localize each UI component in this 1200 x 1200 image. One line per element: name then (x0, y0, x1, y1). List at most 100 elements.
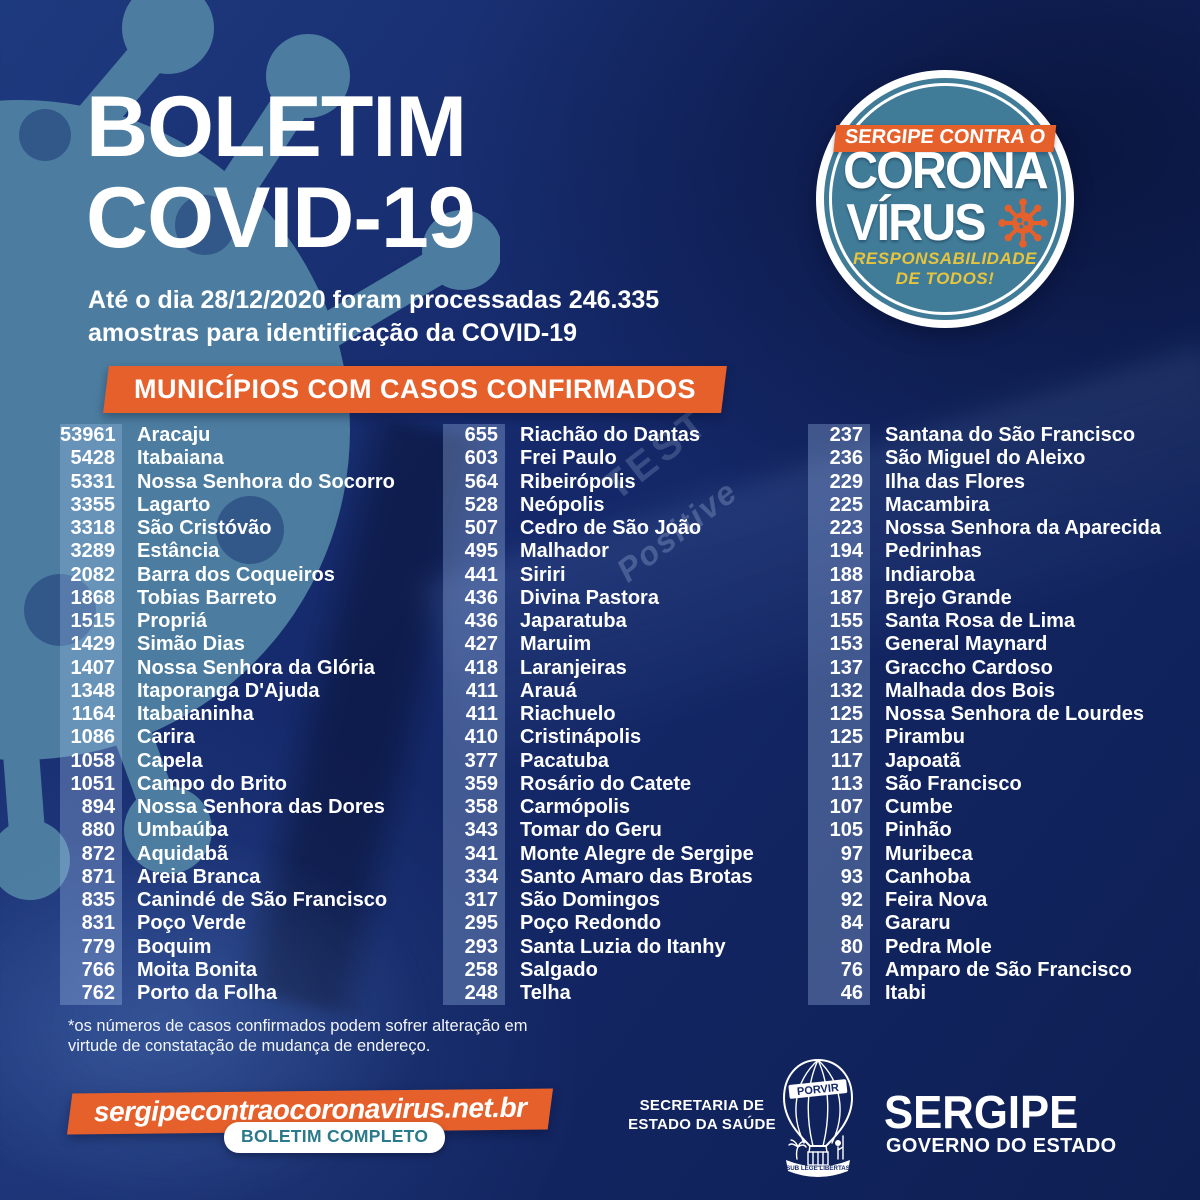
case-count: 880 (60, 819, 122, 843)
table-row: 436 Divina Pastora (443, 586, 754, 610)
footnote-line-1: *os números de casos confirmados podem s… (68, 1017, 528, 1035)
table-row: 117 Japoatã (808, 749, 1161, 773)
municipality-name: São Miguel do Aleixo (885, 447, 1086, 470)
municipality-name: Santana do São Francisco (885, 424, 1136, 447)
case-count: 2082 (60, 563, 122, 587)
table-row: 1086 Carira (60, 726, 395, 750)
case-count: 236 (808, 447, 870, 471)
case-count: 358 (443, 796, 505, 820)
case-count: 655 (443, 424, 505, 448)
case-count: 603 (443, 447, 505, 471)
table-row: 223 Nossa Senhora da Aparecida (808, 517, 1161, 541)
case-count: 835 (60, 889, 122, 913)
case-count: 871 (60, 865, 122, 889)
municipality-name: Santa Luzia do Itanhy (520, 935, 726, 958)
municipality-name: Monte Alegre de Sergipe (520, 842, 754, 865)
municipality-name: Graccho Cardoso (885, 656, 1053, 679)
table-row: 188 Indiaroba (808, 563, 1161, 587)
municipality-name: Brejo Grande (885, 586, 1012, 609)
municipality-name: Nossa Senhora do Socorro (137, 470, 395, 493)
case-count: 125 (808, 703, 870, 727)
badge-slogan-line-2: DE TODOS! (895, 269, 995, 288)
table-row: 153 General Maynard (808, 633, 1161, 657)
municipality-name: Itabaianinha (137, 703, 254, 726)
municipality-name: Aquidabã (137, 842, 229, 865)
case-count: 194 (808, 540, 870, 564)
table-row: 894 Nossa Senhora das Dores (60, 796, 395, 820)
case-count: 5428 (60, 447, 122, 471)
municipality-name: Campo do Brito (137, 772, 287, 795)
table-row: 237 Santana do São Francisco (808, 424, 1161, 448)
municipality-name: Pacatuba (520, 749, 609, 772)
table-row: 871 Areia Branca (60, 865, 395, 889)
case-count: 84 (808, 912, 870, 936)
subtitle-line-2: amostras para identificação da COVID-19 (88, 319, 578, 347)
table-row: 92 Feira Nova (808, 889, 1161, 913)
case-count: 341 (443, 842, 505, 866)
municipality-name: Poço Verde (137, 912, 246, 935)
table-row: 155 Santa Rosa de Lima (808, 610, 1161, 634)
footnote: *os números de casos confirmados podem s… (68, 1017, 527, 1056)
table-row: 93 Canhoba (808, 865, 1161, 889)
municipality-name: Carmópolis (520, 796, 631, 819)
badge-virus-row: VÍRUS (824, 193, 1066, 253)
municipality-name: General Maynard (885, 633, 1048, 656)
case-count: 441 (443, 563, 505, 587)
case-count: 377 (443, 749, 505, 773)
full-bulletin-button[interactable]: BOLETIM COMPLETO (224, 1122, 446, 1153)
municipality-name: Macambira (885, 493, 990, 516)
title-line-1: BOLETIM (86, 79, 467, 175)
table-row: 441 Siriri (443, 563, 754, 587)
municipality-name: Feira Nova (885, 889, 988, 912)
municipality-name: Gararu (885, 912, 951, 935)
municipality-name: Itaporanga D'Ajuda (137, 679, 320, 702)
case-count: 343 (443, 819, 505, 843)
table-row: 1348 Itaporanga D'Ajuda (60, 679, 395, 703)
virus-icon (998, 198, 1048, 248)
municipality-name: Telha (520, 982, 571, 1005)
municipality-name: Nossa Senhora das Dores (137, 796, 385, 819)
case-count: 76 (808, 958, 870, 982)
table-row: 137 Graccho Cardoso (808, 656, 1161, 680)
case-count: 436 (443, 610, 505, 634)
table-row: 293 Santa Luzia do Itanhy (443, 935, 754, 959)
municipality-name: Indiaroba (885, 563, 976, 586)
municipality-name: Santa Rosa de Lima (885, 610, 1076, 633)
table-row: 528 Neópolis (443, 493, 754, 517)
case-count: 779 (60, 935, 122, 959)
municipality-name: Porto da Folha (137, 982, 277, 1005)
case-count: 97 (808, 842, 870, 866)
case-count: 93 (808, 865, 870, 889)
case-count: 1515 (60, 610, 122, 634)
title-line-2: COVID-19 (86, 170, 476, 266)
table-row: 1407 Nossa Senhora da Glória (60, 656, 395, 680)
case-count: 155 (808, 610, 870, 634)
case-count: 229 (808, 470, 870, 494)
municipality-name: Malhador (520, 540, 609, 563)
table-row: 236 São Miguel do Aleixo (808, 447, 1161, 471)
table-row: 3318 São Cristóvão (60, 517, 395, 541)
cases-column-2: 655 Riachão do Dantas 603 Frei Paulo 564… (443, 424, 754, 1006)
case-count: 436 (443, 586, 505, 610)
case-count: 1086 (60, 726, 122, 750)
table-row: 5331 Nossa Senhora do Socorro (60, 470, 395, 494)
table-row: 76 Amparo de São Francisco (808, 958, 1161, 982)
badge-virus-word: VÍRUS (846, 194, 986, 252)
municipality-name: Muribeca (885, 842, 973, 865)
municipality-name: Santo Amaro das Brotas (520, 865, 753, 888)
case-count: 1164 (60, 703, 122, 727)
subtitle: Até o dia 28/12/2020 foram processadas 2… (88, 284, 659, 350)
table-row: 655 Riachão do Dantas (443, 424, 754, 448)
municipality-name: Pirambu (885, 726, 966, 749)
table-row: 1515 Propriá (60, 610, 395, 634)
table-row: 2082 Barra dos Coqueiros (60, 563, 395, 587)
table-row: 410 Cristinápolis (443, 726, 754, 750)
municipality-name: Neópolis (520, 493, 605, 516)
table-row: 1429 Simão Dias (60, 633, 395, 657)
table-row: 225 Macambira (808, 493, 1161, 517)
municipality-name: Arauá (520, 679, 577, 702)
case-count: 248 (443, 982, 505, 1006)
table-row: 5428 Itabaiana (60, 447, 395, 471)
case-count: 872 (60, 842, 122, 866)
municipality-name: São Francisco (885, 772, 1022, 795)
